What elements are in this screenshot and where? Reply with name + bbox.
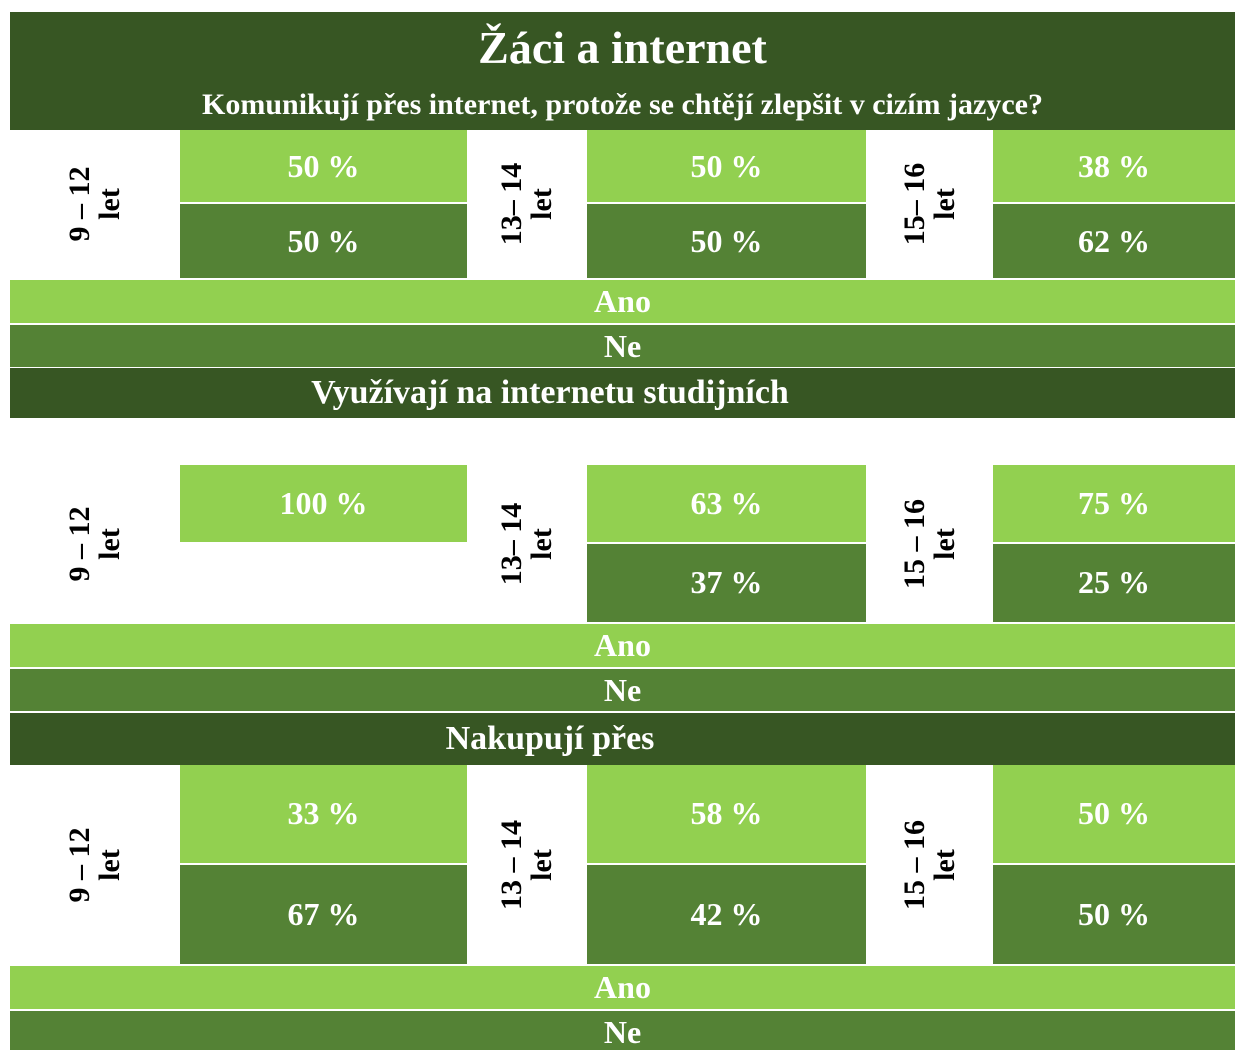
section-band — [10, 368, 1235, 418]
ano-bar: 38 % — [993, 130, 1235, 202]
ano-bar: 33 % — [180, 765, 467, 863]
age-label: 13– 14 let — [495, 502, 558, 585]
ano-bar: 50 % — [180, 130, 467, 202]
section-heading: Nakupují přes — [445, 720, 655, 757]
section-heading: Využívají na internetu studijních — [311, 374, 789, 411]
section-band — [10, 713, 1235, 765]
ne-bar: 25 % — [993, 543, 1235, 622]
ano-bar: 50 % — [993, 765, 1235, 863]
ne-bar: 50 % — [180, 204, 467, 278]
ano-bar: 63 % — [587, 465, 866, 542]
age-label: 15 – 16 let — [897, 498, 961, 589]
age-label: 9 – 12 let — [63, 506, 126, 581]
legend-ano: Ano — [10, 280, 1235, 323]
legend-ano: Ano — [10, 624, 1235, 667]
ne-bar: 42 % — [587, 864, 866, 964]
ano-bar: 58 % — [587, 765, 866, 863]
ne-bar: 62 % — [993, 204, 1235, 278]
legend-ne: Ne — [10, 325, 1235, 367]
ano-bar: 75 % — [993, 465, 1235, 542]
legend-ano: Ano — [10, 966, 1235, 1009]
ne-bar: 50 % — [993, 864, 1235, 964]
legend-ne: Ne — [10, 669, 1235, 711]
age-label: 15 – 16 let — [897, 819, 961, 910]
ne-bar: 50 % — [587, 204, 866, 278]
age-label: 13 – 14 let — [495, 819, 558, 910]
title-band — [10, 12, 1235, 130]
age-label: 9 – 12 let — [63, 166, 126, 242]
age-label: 9 – 12 let — [63, 827, 126, 902]
title: Žáci a internet — [478, 21, 767, 73]
age-label: 15– 16 let — [897, 162, 961, 246]
age-label: 13– 14 let — [495, 162, 558, 246]
ne-bar: 37 % — [587, 543, 866, 622]
section-heading: Komunikují přes internet, protože se cht… — [202, 88, 1043, 121]
ano-bar: 50 % — [587, 130, 866, 202]
ne-bar: 67 % — [180, 864, 467, 964]
legend-ne: Ne — [10, 1011, 1235, 1050]
ano-bar: 100 % — [180, 465, 467, 542]
